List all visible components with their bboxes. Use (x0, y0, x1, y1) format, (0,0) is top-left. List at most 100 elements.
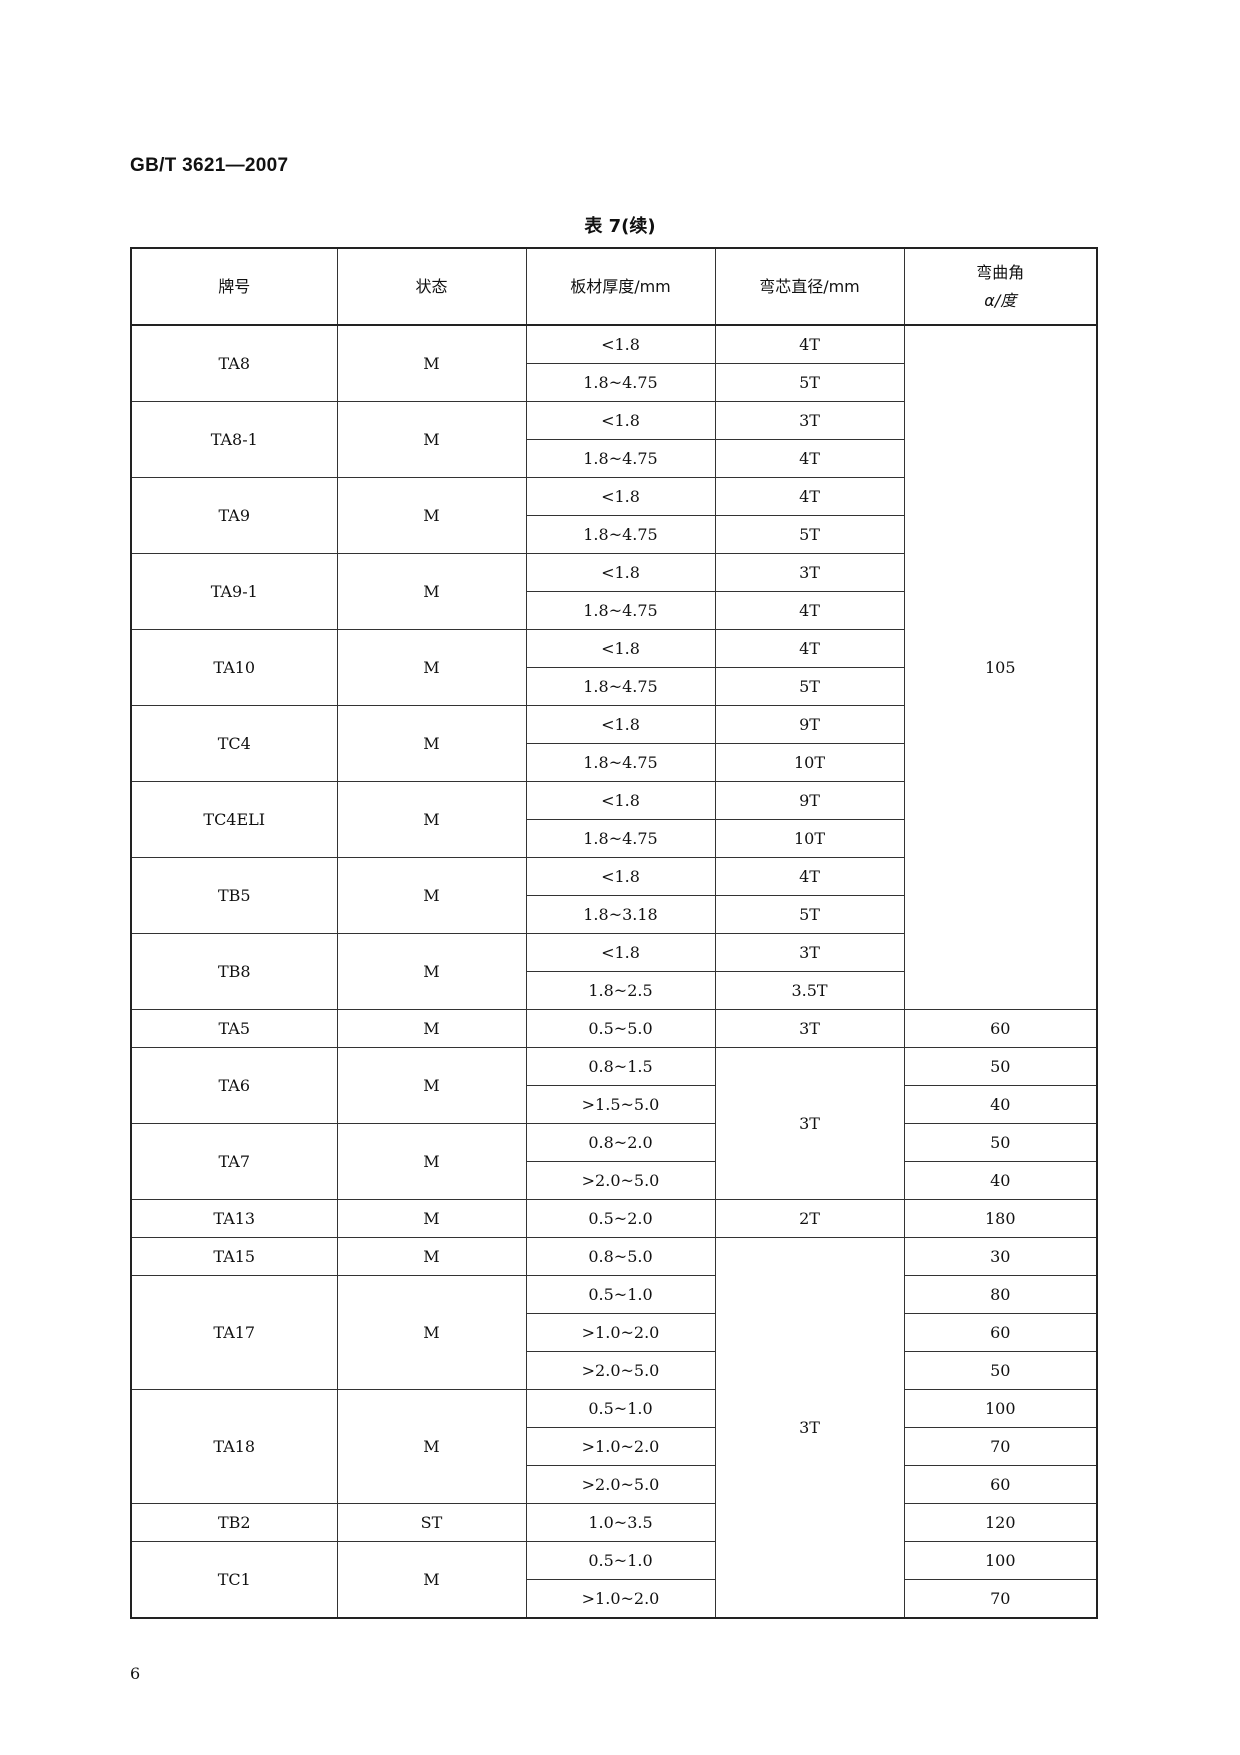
table-row: TA8-1 M <1.8 3T (130, 401, 1097, 478)
grade-cell: TB2 (130, 1503, 338, 1542)
grade-cell: TA7 (130, 1123, 338, 1200)
table-row: >1.5~5.0 40 (131, 1085, 1098, 1124)
thickness-cell: 0.5~1.0 (525, 1275, 716, 1314)
mandrel-diameter-cell: 5T (714, 895, 905, 934)
state-cell: M (336, 1275, 527, 1390)
table-row: TA9-1 M <1.8 3T (130, 553, 1097, 630)
table-header-row: 牌号 状态 板材厚度/mm 弯芯直径/mm 弯曲角 α/度 (130, 247, 1098, 326)
state-cell: ST (336, 1503, 527, 1542)
thickness-cell: 1.8~4.75 (525, 591, 716, 630)
grade-cell: TA6 (130, 1047, 338, 1124)
bend-angle-cell: 70 (903, 1579, 1098, 1619)
thickness-cell: >2.0~5.0 (525, 1351, 716, 1390)
table-row: 1.8~4.75 10T (131, 743, 1097, 782)
thickness-cell: 0.5~1.0 (525, 1541, 716, 1580)
header-state: 状态 (336, 247, 527, 326)
thickness-cell: <1.8 (525, 629, 716, 668)
header-bend-angle: 弯曲角 α/度 (903, 247, 1098, 326)
bend-angle-cell: 60 (903, 1465, 1098, 1504)
table-row: TA13 M 0.5~2.0 2T 180 (130, 1199, 1098, 1238)
mandrel-diameter-cell: 3T (714, 1009, 905, 1048)
grade-cell: TA15 (130, 1237, 338, 1276)
state-cell: M (336, 629, 527, 706)
table-row: TA9 M <1.8 4T (130, 477, 1097, 554)
state-cell: M (336, 553, 527, 630)
state-cell: M (336, 1047, 527, 1124)
thickness-cell: 1.8~4.75 (525, 515, 716, 554)
state-cell: M (336, 705, 527, 782)
table-row: 1.8~4.75 4T (131, 439, 1097, 478)
grade-cell: TA9-1 (130, 553, 338, 630)
bend-angle-cell: 70 (903, 1427, 1098, 1466)
bend-angle-cell: 30 (903, 1237, 1098, 1276)
bend-angle-cell: 100 (903, 1541, 1098, 1580)
thickness-cell: 1.8~4.75 (525, 743, 716, 782)
bend-angle-cell: 180 (903, 1199, 1098, 1238)
grade-cell: TA8 (130, 324, 338, 402)
mandrel-diameter-cell: 4T (714, 439, 905, 478)
thickness-cell: <1.8 (525, 477, 716, 516)
bend-angle-cell: 50 (903, 1123, 1098, 1162)
thickness-cell: 1.8~4.75 (525, 439, 716, 478)
thickness-cell: <1.8 (525, 401, 716, 440)
thickness-cell: >2.0~5.0 (525, 1161, 716, 1200)
table-row: TA7 M 0.8~2.0 50 (130, 1123, 1098, 1200)
bend-angle-cell: 40 (903, 1085, 1098, 1124)
table-row: 1.8~4.75 5T (131, 363, 1097, 402)
table-row: TA5 M 0.5~5.0 3T 60 (130, 1009, 1098, 1048)
thickness-cell: >1.0~2.0 (525, 1579, 716, 1619)
mandrel-diameter-cell: 5T (714, 515, 905, 554)
header-thickness: 板材厚度/mm (525, 247, 716, 326)
header-grade: 牌号 (130, 247, 338, 326)
table-row: TA10 M <1.8 4T (130, 629, 1097, 706)
state-cell: M (336, 1009, 527, 1048)
grade-cell: TA18 (130, 1389, 338, 1504)
grade-cell: TB8 (130, 933, 338, 1010)
mandrel-diameter-cell: 3T (714, 553, 905, 592)
state-cell: M (336, 933, 527, 1010)
bend-angle-cell: 100 (903, 1389, 1098, 1428)
mandrel-diameter-cell: 10T (714, 743, 905, 782)
mandrel-diameter-cell: 4T (714, 477, 905, 516)
mandrel-diameter-cell: 10T (714, 819, 905, 858)
mandrel-diameter-cell: 4T (714, 629, 905, 668)
thickness-cell: 1.0~3.5 (525, 1503, 716, 1542)
state-cell: M (336, 1389, 527, 1504)
bend-angle-cell: 50 (903, 1351, 1098, 1390)
bend-test-table: 牌号 状态 板材厚度/mm 弯芯直径/mm 弯曲角 α/度 TA8 M <1.8 4T 1… (130, 247, 1098, 1619)
table-caption: 表 7(续) (584, 216, 656, 237)
mandrel-diameter-cell: 3T (714, 401, 905, 440)
table-row: >1.0~2.0 60 (131, 1313, 1098, 1352)
header-bend-angle-line2: α/度 (984, 290, 1017, 310)
mandrel-diameter-cell: 4T (714, 857, 905, 896)
thickness-cell: >1.0~2.0 (525, 1427, 716, 1466)
thickness-cell: <1.8 (525, 553, 716, 592)
table-body: TA8 M <1.8 4T 105 1.8~4.75 5T TA8-1 M <1.8 3T 1.8~4… (130, 324, 1098, 1619)
bend-angle-cell: 120 (903, 1503, 1098, 1542)
table-row: 1.8~4.75 5T (131, 515, 1097, 554)
thickness-cell: 0.8~1.5 (525, 1047, 716, 1086)
state-cell: M (336, 1199, 527, 1238)
thickness-cell: >1.0~2.0 (525, 1313, 716, 1352)
grade-cell: TB5 (130, 857, 338, 934)
table-row: TA18 M 0.5~1.0 100 (130, 1389, 1098, 1504)
table-row: 1.8~4.75 5T (131, 667, 1097, 706)
table-row: TA17 M 0.5~1.0 80 (130, 1275, 1098, 1390)
header-bend-angle-line1: 弯曲角 (976, 262, 1025, 282)
mandrel-diameter-cell: 3T (714, 1237, 905, 1619)
table-row: TB8 M <1.8 3T (130, 933, 1097, 1010)
mandrel-diameter-cell: 5T (714, 363, 905, 402)
table-row: TB5 M <1.8 4T (130, 857, 1097, 934)
thickness-cell: <1.8 (525, 781, 716, 820)
mandrel-diameter-cell: 9T (714, 705, 905, 744)
thickness-cell: <1.8 (525, 857, 716, 896)
grade-cell: TC4ELI (130, 781, 338, 858)
mandrel-diameter-cell: 4T (714, 324, 905, 364)
thickness-cell: 1.8~4.75 (525, 363, 716, 402)
table-row: TA8 M <1.8 4T 105 (130, 324, 1098, 1010)
mandrel-diameter-cell: 4T (714, 591, 905, 630)
thickness-cell: >2.0~5.0 (525, 1465, 716, 1504)
thickness-cell: 0.5~5.0 (525, 1009, 716, 1048)
table-row: TA15 M 0.8~5.0 3T 30 (130, 1237, 1098, 1619)
thickness-cell: 1.8~4.75 (525, 667, 716, 706)
